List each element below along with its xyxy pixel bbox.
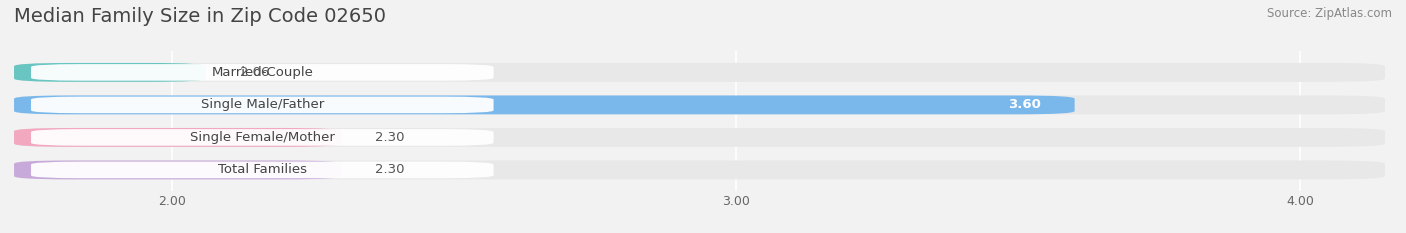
Text: 2.06: 2.06 bbox=[239, 66, 269, 79]
Text: 2.30: 2.30 bbox=[375, 131, 405, 144]
FancyBboxPatch shape bbox=[31, 97, 494, 113]
FancyBboxPatch shape bbox=[14, 96, 1074, 114]
Text: Single Male/Father: Single Male/Father bbox=[201, 98, 323, 111]
FancyBboxPatch shape bbox=[31, 162, 494, 178]
Text: Total Families: Total Families bbox=[218, 163, 307, 176]
Text: Median Family Size in Zip Code 02650: Median Family Size in Zip Code 02650 bbox=[14, 7, 387, 26]
Text: Source: ZipAtlas.com: Source: ZipAtlas.com bbox=[1267, 7, 1392, 20]
FancyBboxPatch shape bbox=[14, 128, 342, 147]
FancyBboxPatch shape bbox=[14, 128, 1385, 147]
Text: 3.60: 3.60 bbox=[1008, 98, 1040, 111]
FancyBboxPatch shape bbox=[31, 129, 494, 146]
FancyBboxPatch shape bbox=[14, 96, 1385, 114]
FancyBboxPatch shape bbox=[14, 161, 1385, 179]
FancyBboxPatch shape bbox=[14, 63, 1385, 82]
Text: Single Female/Mother: Single Female/Mother bbox=[190, 131, 335, 144]
FancyBboxPatch shape bbox=[14, 161, 342, 179]
Text: 2.30: 2.30 bbox=[375, 163, 405, 176]
FancyBboxPatch shape bbox=[14, 63, 205, 82]
Text: Married-Couple: Married-Couple bbox=[211, 66, 314, 79]
FancyBboxPatch shape bbox=[31, 64, 494, 81]
